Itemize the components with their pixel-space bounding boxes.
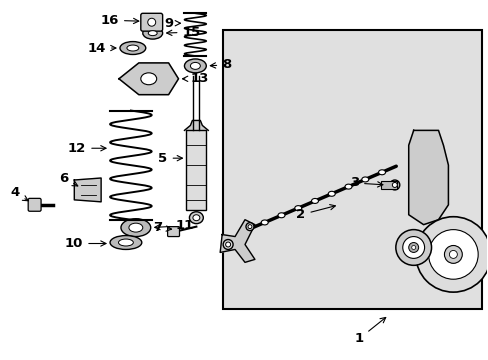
Ellipse shape xyxy=(389,180,399,190)
FancyBboxPatch shape xyxy=(167,227,179,237)
FancyBboxPatch shape xyxy=(141,13,163,31)
Ellipse shape xyxy=(361,177,368,182)
Ellipse shape xyxy=(127,45,139,51)
Text: 2: 2 xyxy=(296,204,335,221)
FancyBboxPatch shape xyxy=(222,30,481,309)
Text: 13: 13 xyxy=(182,72,208,85)
Text: 1: 1 xyxy=(354,318,385,345)
Polygon shape xyxy=(220,220,254,262)
Ellipse shape xyxy=(118,239,133,246)
Polygon shape xyxy=(119,63,178,95)
Ellipse shape xyxy=(395,230,431,265)
Ellipse shape xyxy=(261,220,267,225)
Text: 10: 10 xyxy=(65,237,106,250)
Ellipse shape xyxy=(129,223,142,232)
Text: 7: 7 xyxy=(153,221,171,234)
Polygon shape xyxy=(74,178,101,202)
Text: 5: 5 xyxy=(158,152,182,165)
Ellipse shape xyxy=(121,219,150,237)
Polygon shape xyxy=(408,130,447,225)
Ellipse shape xyxy=(378,170,385,175)
Text: 14: 14 xyxy=(87,41,116,54)
Ellipse shape xyxy=(444,246,461,264)
Ellipse shape xyxy=(142,27,163,39)
Bar xyxy=(186,130,206,210)
Ellipse shape xyxy=(408,243,418,252)
Text: 15: 15 xyxy=(166,26,200,39)
Ellipse shape xyxy=(147,18,155,26)
Ellipse shape xyxy=(327,191,335,196)
Ellipse shape xyxy=(192,215,200,221)
Text: 4: 4 xyxy=(10,186,28,201)
Ellipse shape xyxy=(148,31,157,36)
Ellipse shape xyxy=(190,62,200,69)
Ellipse shape xyxy=(245,223,253,231)
Ellipse shape xyxy=(411,246,415,249)
Ellipse shape xyxy=(311,198,318,203)
Bar xyxy=(380,181,396,189)
Ellipse shape xyxy=(189,212,203,224)
Ellipse shape xyxy=(120,41,145,54)
Ellipse shape xyxy=(391,183,396,188)
Polygon shape xyxy=(184,121,208,130)
Text: 8: 8 xyxy=(210,58,231,71)
Ellipse shape xyxy=(225,242,230,247)
Ellipse shape xyxy=(294,206,301,211)
Text: 16: 16 xyxy=(101,14,139,27)
Text: 12: 12 xyxy=(68,142,106,155)
Ellipse shape xyxy=(184,59,206,73)
Ellipse shape xyxy=(415,217,488,292)
Ellipse shape xyxy=(427,230,477,279)
Ellipse shape xyxy=(448,251,456,258)
Ellipse shape xyxy=(402,237,424,258)
Ellipse shape xyxy=(247,225,251,229)
Text: 3: 3 xyxy=(349,176,382,189)
Text: 11: 11 xyxy=(154,219,193,232)
Ellipse shape xyxy=(110,235,142,249)
Text: 6: 6 xyxy=(59,171,78,186)
Text: 9: 9 xyxy=(164,17,180,30)
Ellipse shape xyxy=(278,213,285,218)
Ellipse shape xyxy=(223,239,233,249)
FancyBboxPatch shape xyxy=(28,198,41,211)
Ellipse shape xyxy=(141,73,156,85)
Ellipse shape xyxy=(345,184,351,189)
